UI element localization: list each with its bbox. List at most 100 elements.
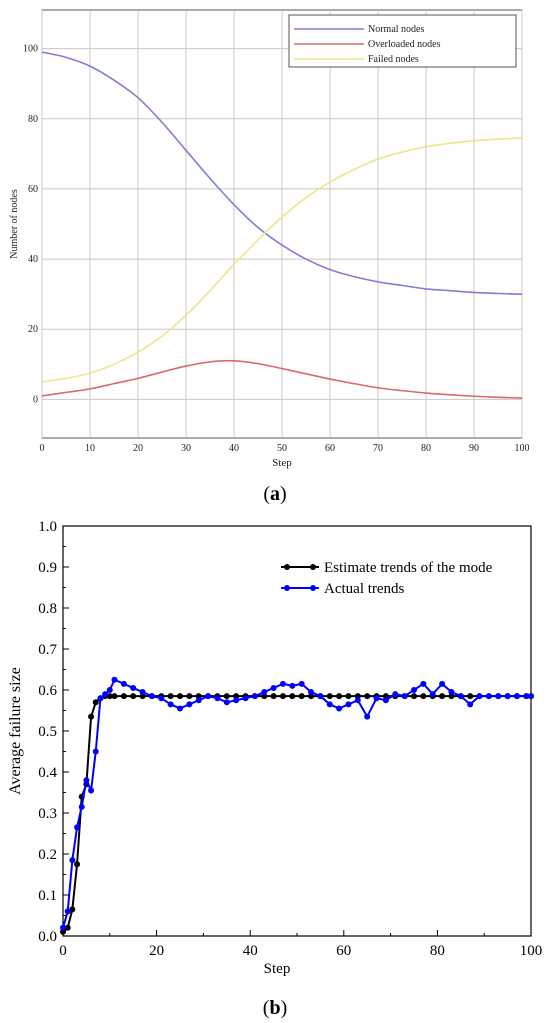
data-point-actual-trends: [74, 824, 81, 831]
data-point-actual-trends: [120, 680, 127, 687]
data-point-estimate-trends-of-the-mode: [279, 693, 286, 700]
data-point-actual-trends: [223, 699, 230, 706]
data-point-actual-trends: [148, 693, 155, 700]
data-point-actual-trends: [504, 693, 511, 700]
data-point-actual-trends: [83, 777, 90, 784]
data-point-actual-trends: [186, 701, 193, 708]
data-point-estimate-trends-of-the-mode: [448, 693, 455, 700]
data-point-estimate-trends-of-the-mode: [60, 928, 66, 935]
tick-label-y-a: 20: [28, 324, 38, 335]
data-point-actual-trends: [392, 691, 399, 698]
y-axis-label-a: Number of nodes: [9, 189, 20, 259]
data-point-actual-trends: [251, 693, 258, 700]
legend-label-a: Overloaded nodes: [368, 39, 441, 50]
figure-b: 0 20 40 60 80 100 0.0 0.1 0.2 0.3 0.4 0.5 0.6 0.7 0.8 0…: [0, 505, 550, 1023]
tick-label-x-b: 40: [243, 943, 258, 959]
data-point-estimate-trends-of-the-mode: [195, 693, 202, 700]
data-point-actual-trends: [158, 695, 165, 702]
tick-label-y-b: 0.0: [38, 929, 57, 945]
data-point-actual-trends: [317, 693, 324, 700]
tick-label-y-a: 0: [33, 394, 38, 405]
data-point-estimate-trends-of-the-mode: [289, 693, 296, 700]
data-point-estimate-trends-of-the-mode: [88, 713, 95, 720]
data-point-actual-trends: [420, 680, 427, 687]
data-point-actual-trends: [270, 684, 277, 691]
data-point-estimate-trends-of-the-mode: [177, 693, 183, 700]
data-point-actual-trends: [495, 693, 502, 700]
data-point-actual-trends: [60, 924, 66, 931]
data-point-actual-trends: [336, 705, 343, 712]
caption-a: (a): [263, 483, 286, 505]
tick-label-y-a: 80: [28, 114, 38, 125]
tick-label-x-b: 20: [149, 943, 164, 959]
data-point-estimate-trends-of-the-mode: [186, 693, 193, 700]
x-axis-label-b: Step: [264, 961, 291, 977]
data-point-actual-trends: [106, 687, 113, 693]
data-point-estimate-trends-of-the-mode: [354, 693, 361, 700]
series-line-normal-nodes: [41, 51, 523, 295]
tick-label-y-b: 0.3: [38, 806, 57, 822]
tick-label-y-b: 0.8: [38, 601, 57, 617]
data-point-estimate-trends-of-the-mode: [364, 693, 371, 700]
legend-marker-b: [310, 585, 316, 591]
data-point-estimate-trends-of-the-mode: [382, 693, 389, 700]
data-point-actual-trends: [289, 682, 296, 689]
tick-label-x-a: 100: [515, 443, 530, 454]
data-point-actual-trends: [92, 748, 99, 755]
data-point-actual-trends: [78, 803, 85, 810]
tick-label-y-b: 0.7: [38, 642, 57, 658]
data-point-actual-trends: [411, 687, 417, 693]
legend-a: Normal nodes Overloaded nodes Failed nodes: [288, 14, 517, 68]
data-point-estimate-trends-of-the-mode: [298, 693, 305, 700]
tick-label-x-b: 80: [430, 943, 445, 959]
data-point-actual-trends: [373, 695, 380, 702]
data-point-actual-trends: [242, 695, 249, 702]
figure-a: 0 10 20 30 40 50 60 70 80 90 100 0 20 40 60 80 100 Step Nu…: [0, 0, 550, 505]
data-point-actual-trends: [476, 693, 483, 700]
data-point-actual-trends: [485, 693, 492, 700]
tick-label-x-a: 80: [421, 443, 431, 454]
data-point-actual-trends: [233, 697, 240, 704]
data-point-actual-trends: [308, 689, 315, 696]
caption-letter-b: b: [269, 997, 280, 1019]
tick-label-y-b: 0.9: [38, 560, 57, 576]
tick-label-y-b: 0.2: [38, 847, 57, 863]
data-point-estimate-trends-of-the-mode: [336, 693, 343, 700]
plot-area-b: [62, 525, 532, 937]
legend-label-a: Normal nodes: [368, 24, 424, 35]
caption-b: (b): [263, 997, 287, 1019]
tick-label-x-b: 60: [336, 943, 351, 959]
legend-label-a: Failed nodes: [368, 54, 419, 65]
data-point-estimate-trends-of-the-mode: [467, 693, 474, 700]
tick-label-y-b: 0.1: [38, 888, 57, 904]
data-point-estimate-trends-of-the-mode: [167, 693, 174, 700]
data-point-estimate-trends-of-the-mode: [64, 924, 71, 931]
data-point-estimate-trends-of-the-mode: [139, 693, 146, 700]
tick-label-y-b: 0.4: [38, 765, 57, 781]
legend-label-b: Actual trends: [324, 581, 405, 597]
tick-label-y-b: 0.5: [38, 724, 57, 740]
y-axis-label-b: Average failure size: [7, 667, 24, 795]
data-point-actual-trends: [382, 697, 389, 704]
tick-label-x-a: 70: [373, 443, 383, 454]
data-point-estimate-trends-of-the-mode: [326, 693, 333, 700]
tick-label-x-b: 100: [520, 943, 543, 959]
data-point-actual-trends: [111, 676, 118, 683]
data-point-estimate-trends-of-the-mode: [223, 693, 230, 700]
data-point-actual-trends: [523, 693, 530, 700]
tick-label-y-a: 40: [28, 254, 38, 265]
series-line-failed-nodes: [41, 137, 523, 383]
data-point-estimate-trends-of-the-mode: [92, 699, 99, 706]
series-line-overloaded-nodes: [41, 359, 523, 399]
data-point-estimate-trends-of-the-mode: [120, 693, 127, 700]
data-point-actual-trends: [139, 689, 146, 696]
tick-label-y-a: 60: [28, 184, 38, 195]
data-point-estimate-trends-of-the-mode: [261, 693, 268, 700]
data-point-estimate-trends-of-the-mode: [270, 693, 277, 700]
data-point-actual-trends: [102, 691, 109, 698]
data-point-actual-trends: [214, 695, 221, 702]
data-point-actual-trends: [528, 693, 534, 700]
data-point-estimate-trends-of-the-mode: [106, 693, 113, 700]
tick-label-y-b: 0.6: [38, 683, 57, 699]
data-point-actual-trends: [279, 680, 286, 687]
